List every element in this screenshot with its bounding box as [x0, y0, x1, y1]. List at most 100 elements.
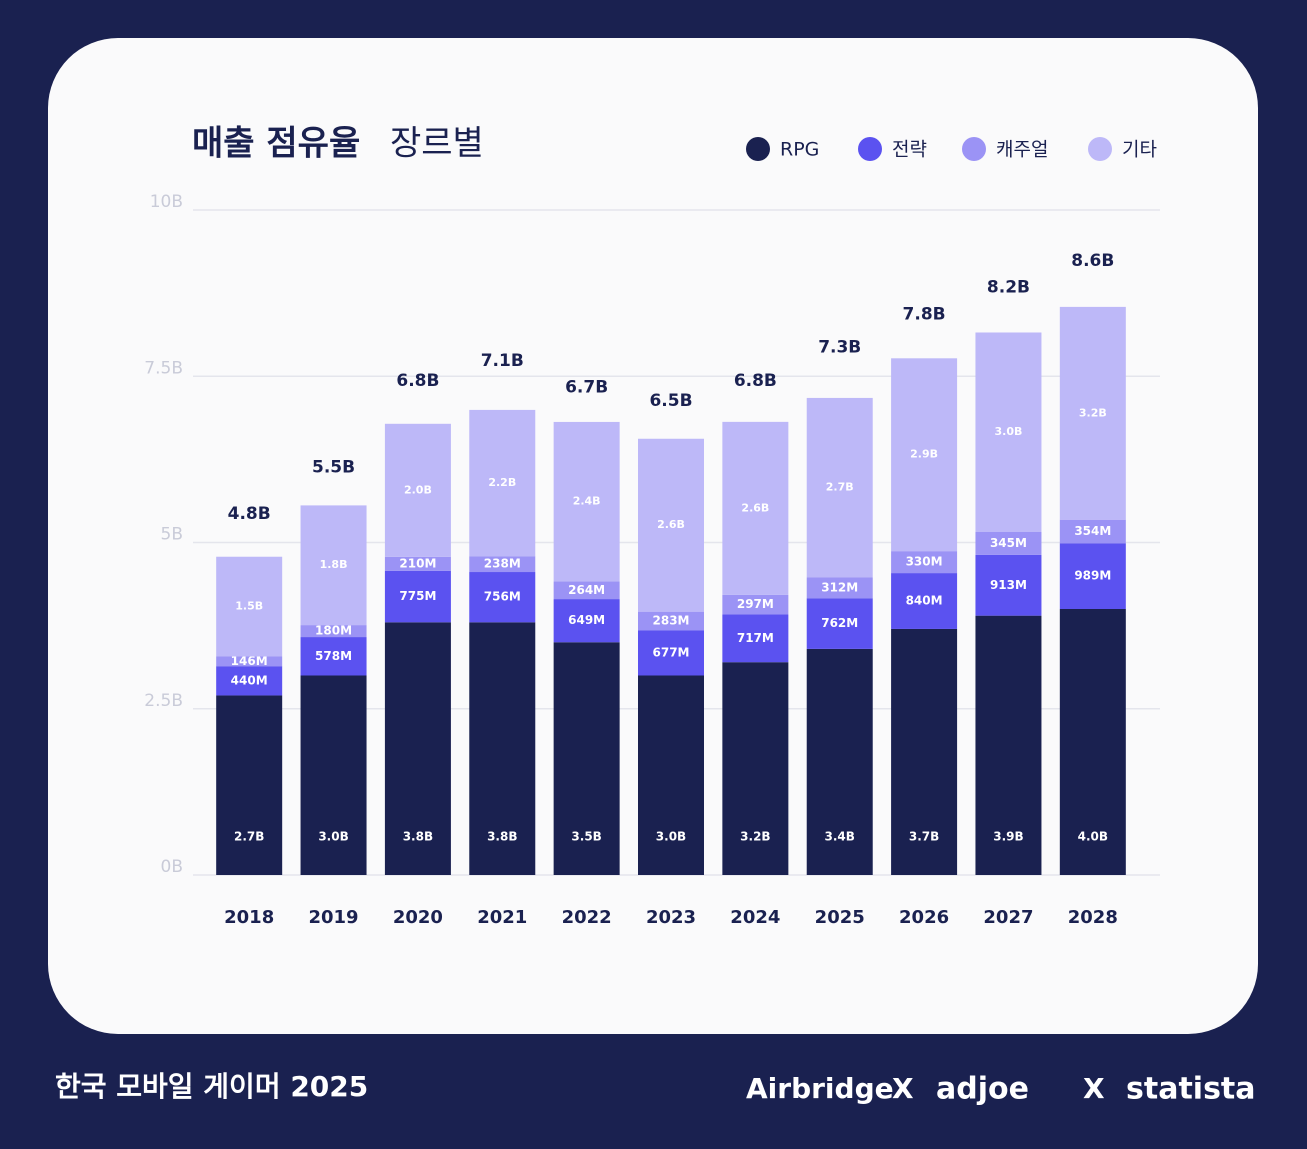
- bar-segment: [300, 625, 367, 638]
- value-label: 989M: [1074, 569, 1111, 583]
- value-label: 3.2B: [1079, 406, 1107, 419]
- value-label: 840M: [906, 594, 943, 608]
- bar-segment: [638, 675, 704, 875]
- bar-segment: [975, 531, 1042, 555]
- value-label: 2.0B: [404, 483, 432, 496]
- bar-segment: [216, 666, 283, 696]
- legend-label: 기타: [1122, 139, 1157, 161]
- value-label: 283M: [653, 614, 690, 628]
- chart-subtitle: 장르별: [390, 124, 484, 164]
- value-label: 2.7B: [826, 481, 854, 494]
- value-label: 180M: [315, 624, 352, 638]
- value-label: 913M: [990, 578, 1027, 592]
- value-label: 312M: [821, 580, 858, 594]
- bar-segment: [469, 556, 536, 573]
- footer-logo: Airbridge: [746, 1072, 894, 1105]
- value-label: 2.4B: [573, 495, 601, 508]
- bar-segment: [553, 599, 620, 643]
- bar-segment: [553, 421, 620, 582]
- bar-segment: [975, 332, 1042, 532]
- bar-segment: [891, 573, 958, 629]
- footer-title: 한국 모바일 게이머 2025: [55, 1070, 368, 1103]
- total-label: 7.3B: [818, 338, 861, 358]
- total-label: 5.5B: [312, 457, 355, 477]
- legend-marker: [1088, 137, 1112, 161]
- value-label: 264M: [568, 583, 605, 597]
- value-label: 649M: [568, 613, 605, 627]
- y-tick-label: 10B: [150, 192, 183, 212]
- value-label: 2.2B: [488, 476, 516, 489]
- bar-segment: [1059, 306, 1126, 520]
- bar-segment: [722, 594, 789, 615]
- y-tick-label: 2.5B: [144, 691, 183, 711]
- bar-segment: [975, 615, 1042, 875]
- bar-segment: [384, 556, 451, 571]
- x-tick-label: 2028: [1068, 907, 1118, 928]
- bar-segment: [300, 637, 367, 676]
- bar-segment: [300, 505, 367, 626]
- total-label: 7.8B: [903, 304, 946, 324]
- value-label: 3.9B: [993, 830, 1023, 844]
- chart-title: 매출 점유율: [192, 124, 360, 164]
- total-label: 6.5B: [649, 391, 692, 411]
- bar-segment: [975, 554, 1042, 616]
- legend-label: 캐주얼: [996, 139, 1048, 161]
- x-tick-label: 2027: [983, 907, 1033, 928]
- legend-marker: [746, 137, 770, 161]
- total-label: 7.1B: [481, 351, 524, 371]
- value-label: 762M: [821, 616, 858, 630]
- value-label: 1.5B: [235, 600, 263, 613]
- bar-segment: [722, 421, 789, 595]
- x-tick-label: 2025: [815, 907, 865, 928]
- value-label: 3.4B: [825, 830, 855, 844]
- total-label: 8.6B: [1071, 251, 1114, 271]
- value-label: 354M: [1074, 524, 1111, 538]
- value-label: 3.0B: [656, 830, 686, 844]
- bar-segment: [806, 598, 873, 649]
- footer-logo: statista: [1126, 1072, 1256, 1107]
- value-label: 2.6B: [741, 501, 769, 514]
- value-label: 345M: [990, 536, 1027, 550]
- x-tick-label: 2022: [562, 907, 612, 928]
- y-tick-label: 5B: [161, 525, 183, 545]
- bar-segment: [469, 622, 536, 875]
- total-label: 6.7B: [565, 377, 608, 397]
- bar-segment: [891, 358, 958, 552]
- legend-label: 전략: [892, 139, 927, 161]
- value-label: 210M: [399, 556, 436, 570]
- bar-segment: [806, 397, 873, 578]
- legend-label: RPG: [780, 139, 819, 161]
- bar-segment: [469, 572, 536, 623]
- value-label: 3.5B: [571, 830, 601, 844]
- value-label: 4.0B: [1078, 830, 1108, 844]
- bar-segment: [1059, 519, 1126, 544]
- value-label: 3.8B: [487, 830, 517, 844]
- bar-segment: [722, 662, 789, 875]
- value-label: 238M: [484, 557, 521, 571]
- y-tick-label: 0B: [161, 857, 183, 877]
- bar-segment: [891, 551, 958, 574]
- total-label: 6.8B: [734, 371, 777, 391]
- value-label: 2.9B: [910, 448, 938, 461]
- value-label: 3.2B: [740, 830, 770, 844]
- legend-marker: [858, 137, 882, 161]
- value-label: 440M: [231, 673, 268, 687]
- footer-logo: X: [892, 1072, 914, 1105]
- x-tick-label: 2020: [393, 907, 443, 928]
- bar-segment: [553, 581, 620, 600]
- value-label: 2.7B: [234, 830, 264, 844]
- value-label: 677M: [653, 645, 690, 659]
- value-label: 717M: [737, 631, 774, 645]
- footer-logo: adjoe: [936, 1072, 1029, 1107]
- bar-segment: [384, 570, 451, 623]
- x-tick-label: 2021: [477, 907, 527, 928]
- value-label: 2.6B: [657, 518, 685, 531]
- bar-segment: [1059, 543, 1126, 609]
- value-label: 330M: [906, 555, 943, 569]
- value-label: 3.0B: [318, 830, 348, 844]
- bar-segment: [1059, 609, 1126, 875]
- x-tick-label: 2023: [646, 907, 696, 928]
- value-label: 297M: [737, 597, 774, 611]
